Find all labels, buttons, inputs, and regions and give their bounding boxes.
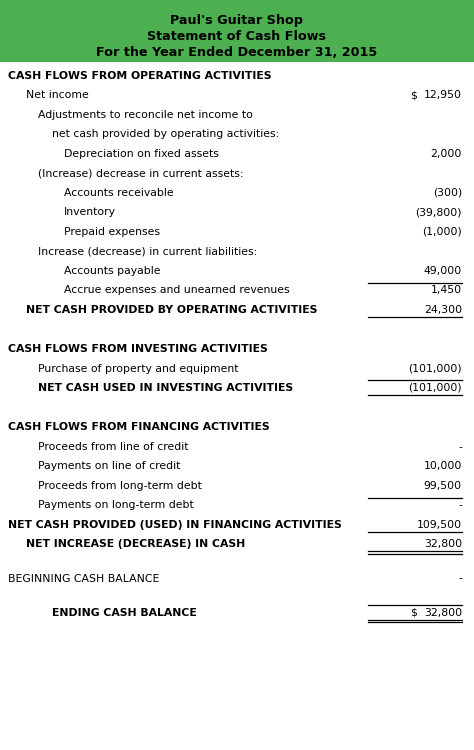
Text: ENDING CASH BALANCE: ENDING CASH BALANCE [52,608,197,618]
Text: NET CASH PROVIDED BY OPERATING ACTIVITIES: NET CASH PROVIDED BY OPERATING ACTIVITIE… [26,304,318,315]
Text: For the Year Ended December 31, 2015: For the Year Ended December 31, 2015 [96,46,378,59]
Text: 32,800: 32,800 [424,539,462,549]
Text: $: $ [410,608,417,618]
Text: 12,950: 12,950 [424,90,462,101]
Text: $: $ [410,90,417,101]
Text: 49,000: 49,000 [424,266,462,276]
Text: CASH FLOWS FROM FINANCING ACTIVITIES: CASH FLOWS FROM FINANCING ACTIVITIES [8,422,270,432]
Text: 10,000: 10,000 [424,461,462,471]
Text: (Increase) decrease in current assets:: (Increase) decrease in current assets: [38,168,244,178]
Text: CASH FLOWS FROM OPERATING ACTIVITIES: CASH FLOWS FROM OPERATING ACTIVITIES [8,70,272,81]
Text: Depreciation on fixed assets: Depreciation on fixed assets [64,148,219,159]
Text: Accounts payable: Accounts payable [64,266,161,276]
FancyBboxPatch shape [0,0,474,62]
Text: Paul's Guitar Shop: Paul's Guitar Shop [171,14,303,27]
Text: CASH FLOWS FROM INVESTING ACTIVITIES: CASH FLOWS FROM INVESTING ACTIVITIES [8,344,268,354]
Text: 24,300: 24,300 [424,304,462,315]
Text: (300): (300) [433,188,462,198]
Text: -: - [458,442,462,452]
Text: Payments on line of credit: Payments on line of credit [38,461,181,471]
Text: NET INCREASE (DECREASE) IN CASH: NET INCREASE (DECREASE) IN CASH [26,539,245,549]
Text: Payments on long-term debt: Payments on long-term debt [38,500,194,510]
Text: Prepaid expenses: Prepaid expenses [64,226,160,237]
Text: 99,500: 99,500 [424,481,462,490]
Text: -: - [458,574,462,584]
Text: Accrue expenses and unearned revenues: Accrue expenses and unearned revenues [64,285,290,296]
Text: 1,450: 1,450 [431,285,462,296]
Text: Purchase of property and equipment: Purchase of property and equipment [38,364,238,374]
Text: Increase (decrease) in current liabilities:: Increase (decrease) in current liabiliti… [38,246,257,256]
Text: Net income: Net income [26,90,89,101]
Text: Statement of Cash Flows: Statement of Cash Flows [147,30,327,43]
Text: net cash provided by operating activities:: net cash provided by operating activitie… [52,129,279,140]
Text: -: - [458,500,462,510]
Text: (1,000): (1,000) [422,226,462,237]
Text: Inventory: Inventory [64,207,116,218]
Text: Adjustments to reconcile net income to: Adjustments to reconcile net income to [38,110,253,120]
Text: 32,800: 32,800 [424,608,462,618]
Text: Proceeds from long-term debt: Proceeds from long-term debt [38,481,202,490]
Text: NET CASH PROVIDED (USED) IN FINANCING ACTIVITIES: NET CASH PROVIDED (USED) IN FINANCING AC… [8,520,342,530]
Text: BEGINNING CASH BALANCE: BEGINNING CASH BALANCE [8,574,159,584]
Text: NET CASH USED IN INVESTING ACTIVITIES: NET CASH USED IN INVESTING ACTIVITIES [38,383,293,393]
Text: (101,000): (101,000) [409,383,462,393]
Text: (101,000): (101,000) [409,364,462,374]
Text: Accounts receivable: Accounts receivable [64,188,173,198]
Text: 2,000: 2,000 [430,148,462,159]
Text: 109,500: 109,500 [417,520,462,530]
Text: (39,800): (39,800) [416,207,462,218]
Text: Proceeds from line of credit: Proceeds from line of credit [38,442,189,452]
